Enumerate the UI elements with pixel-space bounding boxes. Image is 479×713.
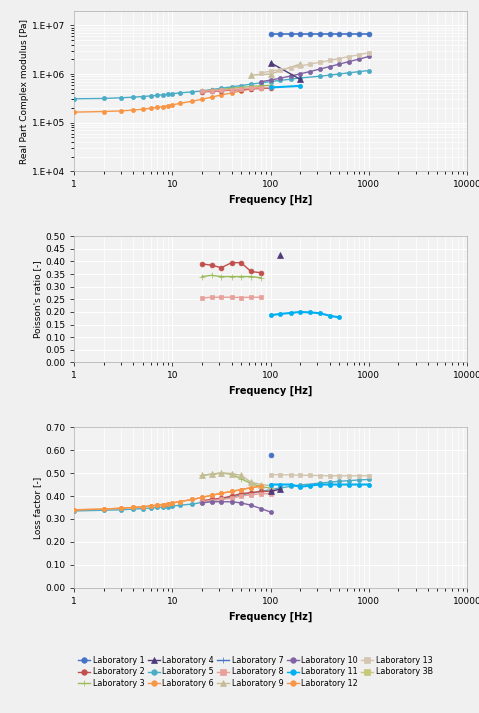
X-axis label: Frequency [Hz]: Frequency [Hz] [229,386,312,396]
X-axis label: Frequency [Hz]: Frequency [Hz] [229,195,312,205]
X-axis label: Frequency [Hz]: Frequency [Hz] [229,612,312,622]
Y-axis label: Loss factor [-]: Loss factor [-] [34,476,42,538]
Legend: Laboratory 1, Laboratory 2, Laboratory 3, Laboratory 4, Laboratory 5, Laboratory: Laboratory 1, Laboratory 2, Laboratory 3… [78,655,433,688]
Y-axis label: Poisson's ratio [-]: Poisson's ratio [-] [34,260,42,338]
Y-axis label: Real Part Complex modulus [Pa]: Real Part Complex modulus [Pa] [20,19,29,163]
